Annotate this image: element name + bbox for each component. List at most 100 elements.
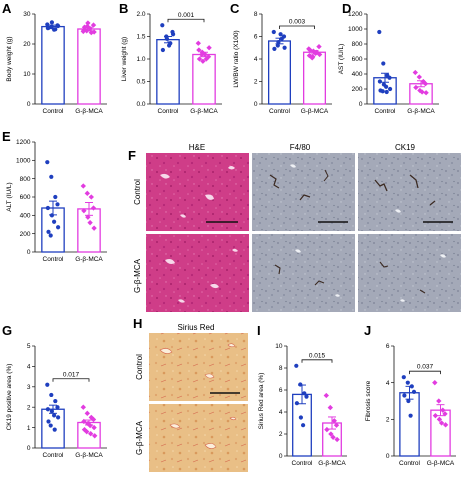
micrograph-title-he: H&E <box>189 143 205 152</box>
p-value-label: 0.037 <box>417 364 434 371</box>
data-point <box>52 27 57 32</box>
panel-letter-b: B <box>119 1 128 16</box>
data-point <box>384 84 389 89</box>
data-point <box>46 419 51 424</box>
data-point <box>91 424 97 431</box>
data-point <box>81 208 87 214</box>
y-tick-label: 4 <box>279 409 283 416</box>
x-category-label: G-β-MCA <box>407 108 435 115</box>
data-point <box>302 391 307 396</box>
data-point <box>164 36 169 41</box>
y-tick-label: 1000 <box>348 26 363 33</box>
x-category-label: G-β-MCA <box>318 460 346 467</box>
data-point <box>206 45 212 51</box>
chart-a: A 0 10 20 30 Body weight (g) Control G-β-MCA <box>2 1 107 115</box>
data-point <box>90 205 97 211</box>
y-tick-label: 2 <box>254 79 258 86</box>
x-category-label: Control <box>158 108 180 115</box>
data-point <box>271 29 276 35</box>
y-tick-label: 4 <box>254 56 258 63</box>
data-point <box>432 412 439 419</box>
data-point <box>282 45 287 50</box>
data-point <box>49 213 55 218</box>
data-point <box>304 394 309 399</box>
data-point <box>45 205 51 211</box>
panel-letter-d: D <box>342 1 351 16</box>
y-tick-label: 2.0 <box>136 11 145 18</box>
y-tick-label: 5 <box>27 343 31 350</box>
data-point <box>55 202 60 207</box>
y-tick-label: 0 <box>27 445 31 452</box>
data-point <box>49 174 54 179</box>
y-tick-label: 6 <box>279 387 283 394</box>
panel-letter-j: J <box>364 323 371 338</box>
data-point <box>52 413 57 418</box>
data-point <box>276 40 281 45</box>
data-point <box>381 61 386 66</box>
data-point <box>49 409 55 414</box>
data-point <box>422 81 429 87</box>
data-point <box>171 32 176 37</box>
data-point <box>298 415 303 420</box>
x-category-label: G-β-MCA <box>75 256 103 263</box>
data-point <box>384 89 389 95</box>
chart-i: I 0 2 4 6 8 10 Sirius Red area (%) Control G-β-MC… <box>257 323 347 467</box>
y-tick-label: 1 <box>27 425 31 432</box>
data-point <box>84 190 90 197</box>
x-category-label: G-β-MCA <box>75 452 103 459</box>
data-point <box>401 375 406 380</box>
chart-g: G 0 1 2 3 4 5 CK19 positive area (%) Control G-β-… <box>2 323 107 459</box>
data-point <box>53 194 58 200</box>
y-tick-label: 400 <box>20 213 31 220</box>
y-tick-label: 30 <box>23 11 31 18</box>
data-point <box>423 90 429 96</box>
data-point <box>48 233 53 238</box>
data-point <box>49 20 55 25</box>
data-point <box>402 393 407 398</box>
micrograph-title-ck19: CK19 <box>395 143 416 152</box>
micrograph-he-control <box>146 153 249 231</box>
data-point <box>85 20 91 26</box>
data-point <box>202 51 208 58</box>
data-point <box>406 398 411 404</box>
y-axis-label: CK19 positive area (%) <box>6 364 13 431</box>
data-point <box>328 431 334 437</box>
data-point <box>85 214 91 220</box>
micrograph-f480-control <box>252 153 355 231</box>
chart-e: E 0 200 400 600 800 1000 1200 ALT (IU/L) Control G… <box>2 129 107 263</box>
data-point <box>199 51 205 58</box>
y-tick-label: 0 <box>386 453 390 460</box>
data-point <box>408 413 413 418</box>
y-axis-label: LW/BW ratio (X100) <box>233 30 240 87</box>
data-point <box>387 75 392 80</box>
data-point <box>45 22 50 27</box>
y-tick-label: 4 <box>386 380 390 387</box>
chart-j: J 0 2 4 6 Fibrosis score Control G-β-MCA 0.037 <box>364 323 456 467</box>
bar <box>156 39 180 105</box>
sirius-panel: H Sirius Red Control G-β-MCA <box>133 316 248 472</box>
y-tick-label: 0.0 <box>136 101 145 108</box>
data-point <box>432 379 438 386</box>
data-point <box>419 89 425 95</box>
y-tick-label: 0 <box>27 249 31 256</box>
data-point <box>388 86 393 92</box>
y-tick-label: 1200 <box>348 11 363 18</box>
data-point <box>80 404 86 410</box>
micrograph-panel: F H&E F4/80 CK19 Control G-β-MCA <box>128 143 461 312</box>
data-point <box>45 160 50 165</box>
data-point <box>294 401 299 406</box>
data-point <box>48 423 53 428</box>
y-tick-label: 0 <box>254 101 258 108</box>
data-point <box>294 363 299 368</box>
x-category-label: Control <box>375 108 397 115</box>
data-point <box>167 43 172 48</box>
significance-bracket <box>52 378 90 382</box>
y-tick-label: 1200 <box>16 139 31 146</box>
y-tick-label: 0 <box>27 101 31 108</box>
x-category-label: G-β-MCA <box>427 460 455 467</box>
bar <box>267 40 291 105</box>
data-point <box>324 426 330 433</box>
data-point <box>45 407 51 412</box>
bar <box>302 51 326 105</box>
